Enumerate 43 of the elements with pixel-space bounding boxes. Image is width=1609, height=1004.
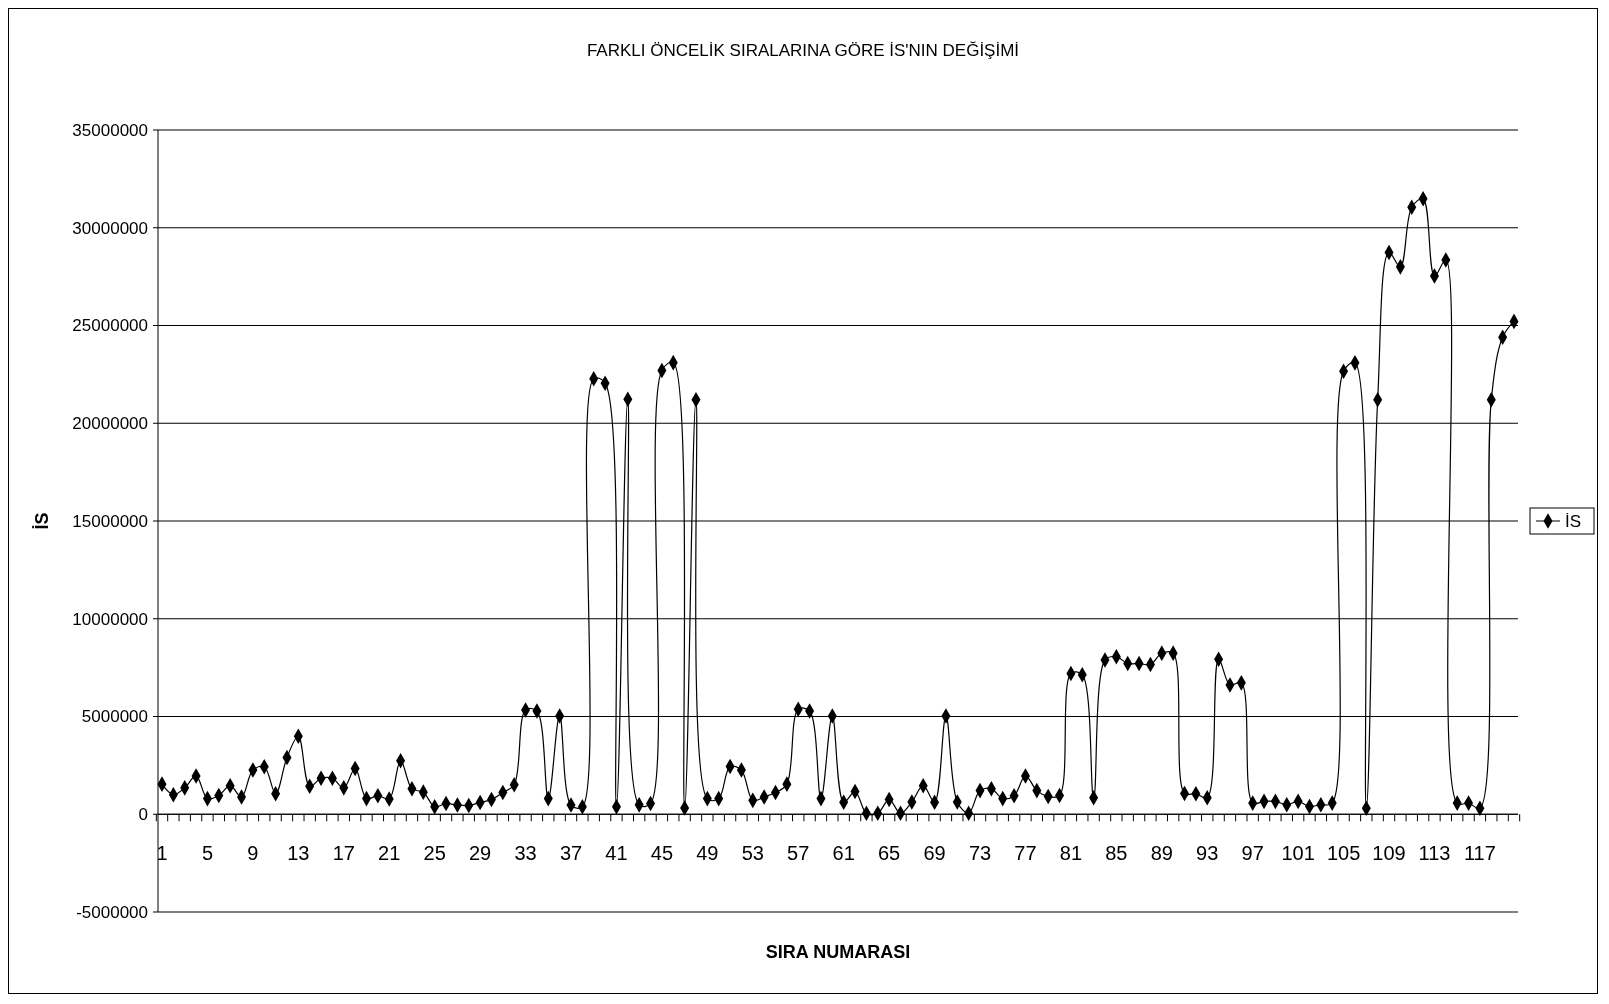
x-tick-label: 5	[201, 842, 214, 865]
legend-label: İS	[1565, 511, 1582, 531]
x-tick-label: 73	[968, 842, 992, 865]
x-tick-label: 53	[741, 842, 764, 865]
x-tick-label: 97	[1241, 842, 1264, 865]
chart-title: FARKLI ÖNCELİK SIRALARINA GÖRE İS'NIN DEĞİŞİMİ	[586, 41, 1020, 60]
y-axis-title: İS	[32, 512, 52, 530]
x-tick-label: 33	[514, 842, 537, 865]
x-tick-label: 81	[1059, 842, 1083, 865]
x-axis-title: SIRA NUMARASI	[765, 942, 911, 962]
x-tick-label: 13	[287, 842, 310, 865]
y-tick-label: 35000000	[72, 120, 148, 140]
x-tick-label: 37	[559, 842, 583, 865]
x-tick-label: 21	[378, 842, 401, 865]
x-tick-label: 117	[1463, 842, 1496, 865]
x-tick-label: 41	[605, 842, 628, 865]
x-tick-label: 61	[832, 842, 855, 865]
x-tick-label: 25	[423, 842, 446, 865]
y-tick-label: 5000000	[81, 707, 148, 727]
y-tick-label: -5000000	[76, 902, 148, 922]
y-tick-label: 0	[138, 805, 148, 825]
x-tick-label: 57	[787, 842, 810, 865]
x-tick-label: 1	[156, 842, 168, 865]
x-tick-label: 113	[1418, 842, 1451, 865]
y-tick-label: 15000000	[72, 511, 148, 531]
x-tick-label: 85	[1105, 842, 1128, 865]
x-tick-label: 109	[1372, 842, 1406, 865]
y-tick-label: 25000000	[72, 316, 148, 336]
y-tick-label: 20000000	[72, 414, 148, 434]
x-tick-label: 45	[650, 842, 674, 865]
y-tick-label: 10000000	[72, 609, 148, 629]
x-tick-label: 105	[1326, 842, 1361, 865]
x-tick-label: 49	[696, 842, 719, 865]
x-tick-label: 93	[1196, 842, 1219, 865]
x-tick-label: 69	[923, 842, 946, 865]
x-tick-label: 77	[1014, 842, 1037, 865]
x-tick-label: 17	[332, 842, 355, 865]
x-tick-label: 101	[1281, 842, 1315, 865]
x-tick-label: 9	[247, 842, 259, 865]
x-tick-label: 65	[878, 842, 901, 865]
x-tick-label: 89	[1150, 842, 1173, 865]
y-tick-label: 30000000	[72, 218, 148, 238]
x-tick-label: 29	[468, 842, 492, 865]
